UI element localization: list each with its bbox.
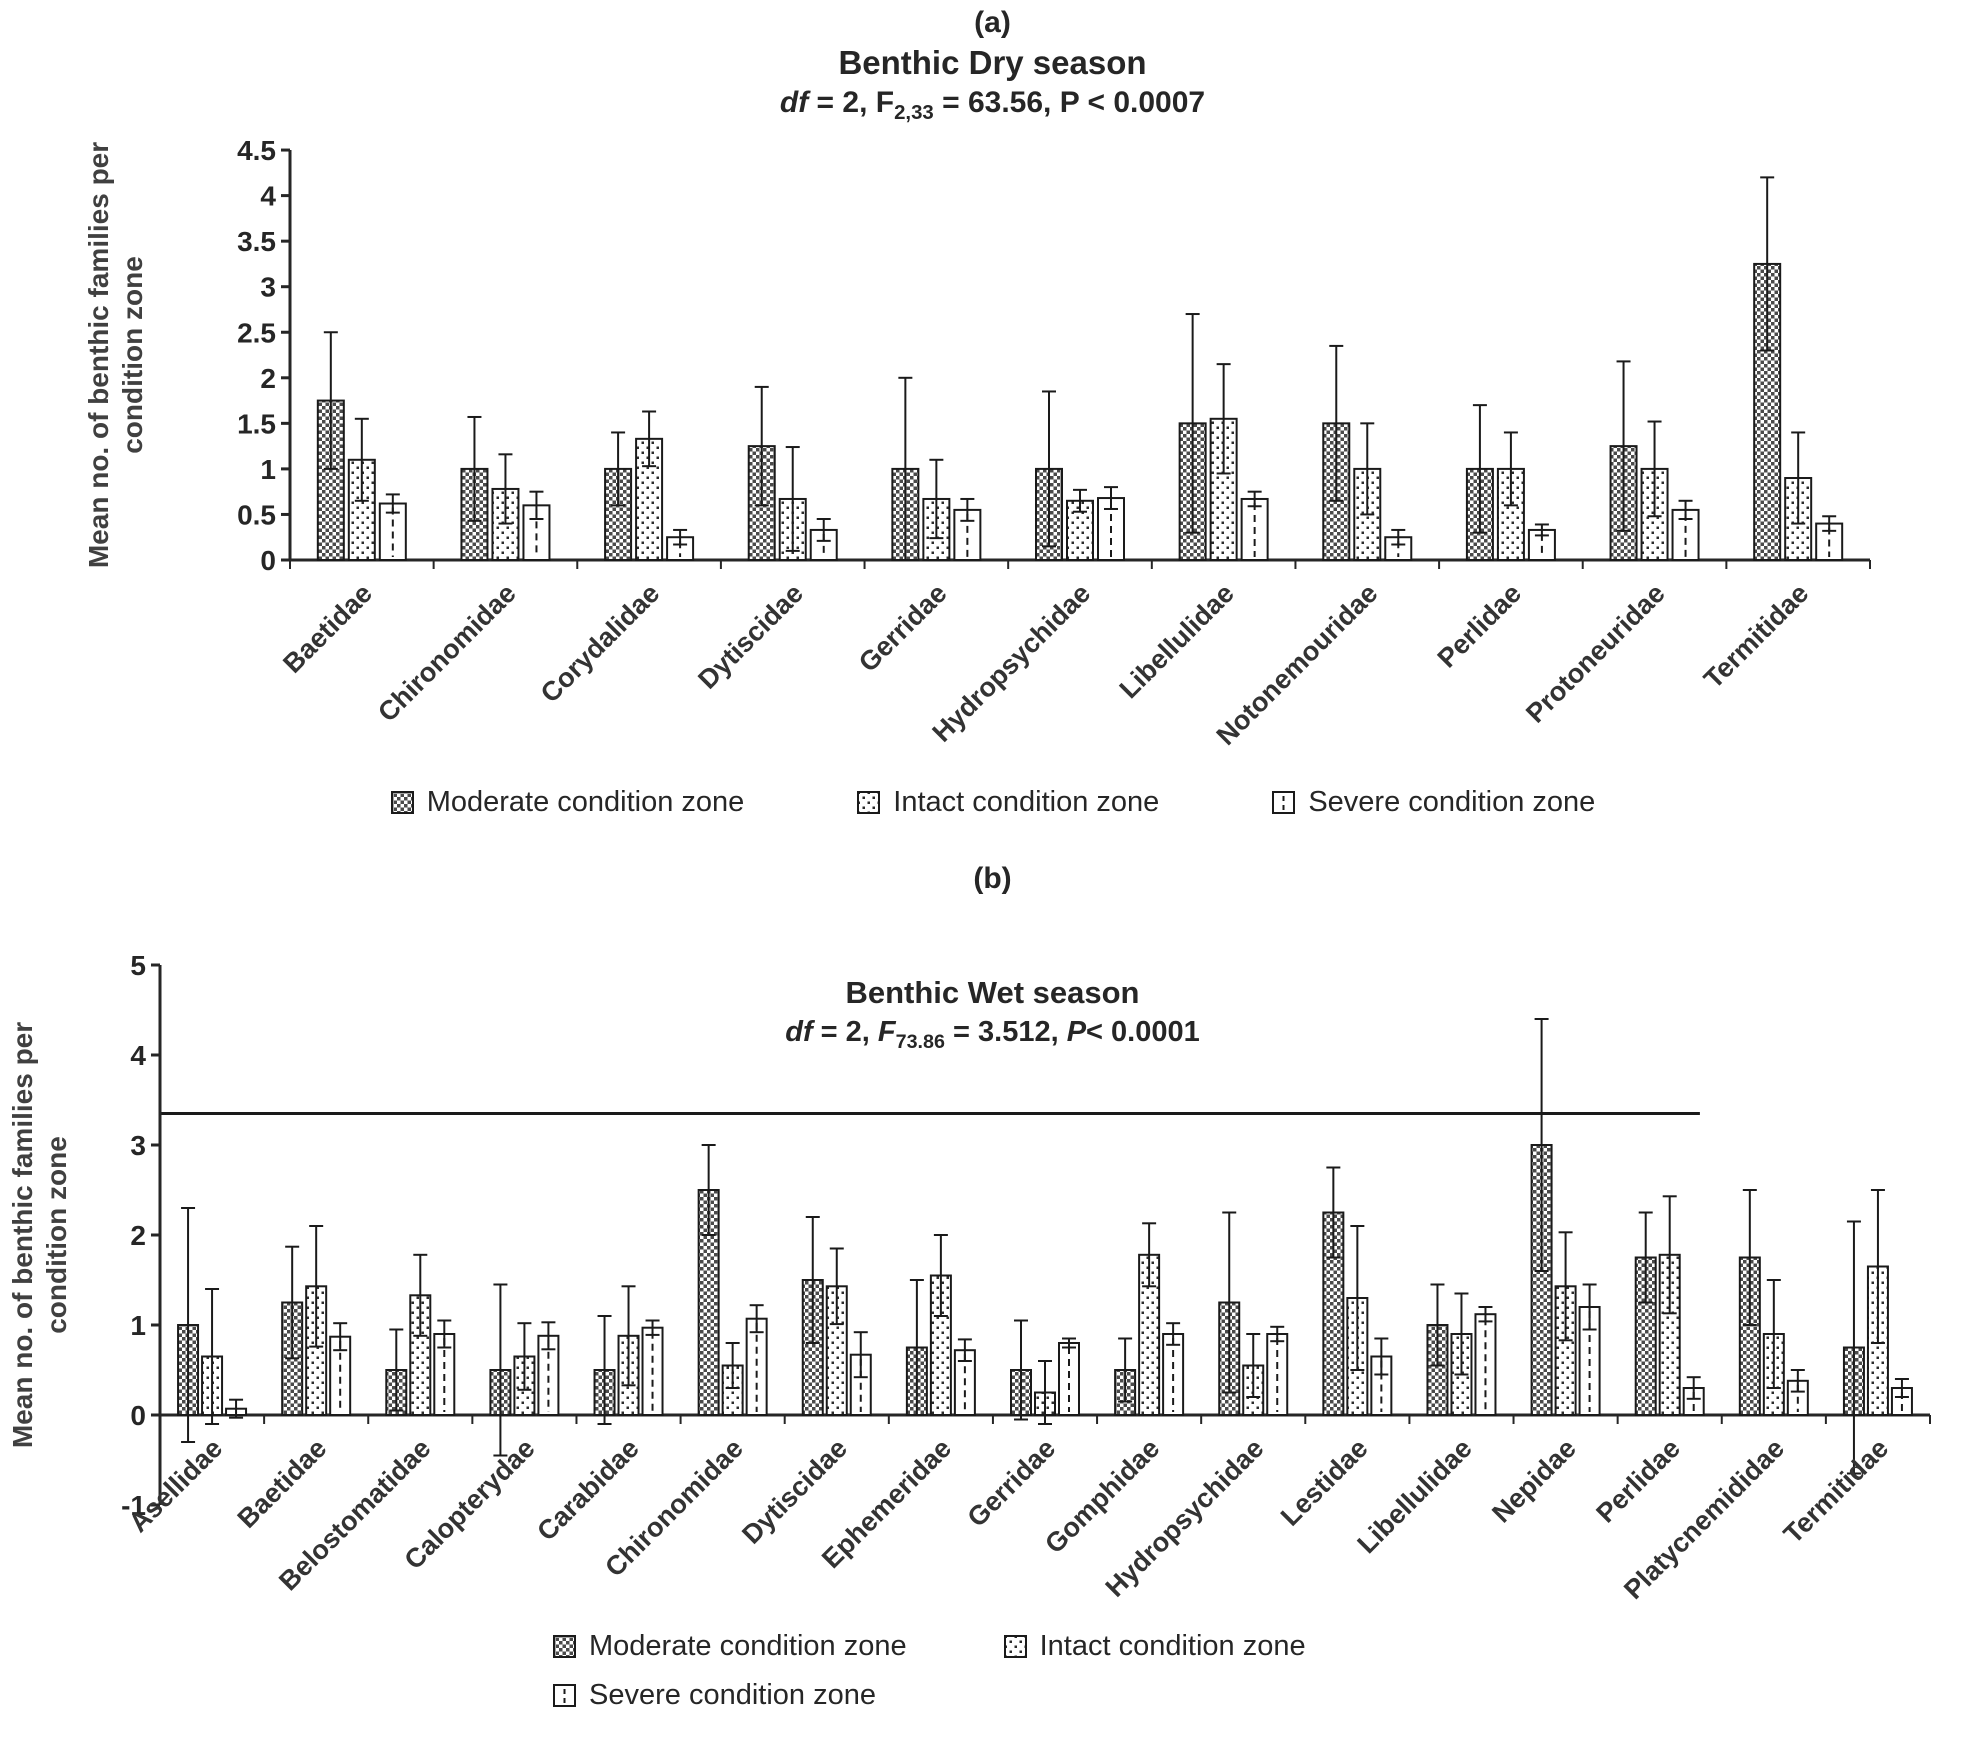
panel-b-stats-F: F <box>877 1016 896 1048</box>
x-category-label: Carabidae <box>531 1433 645 1547</box>
x-category-label: Chironomidae <box>372 578 522 728</box>
legend-a-item-severe: Severe condition zone <box>1271 786 1595 819</box>
legend-b-label-severe: Severe condition zone <box>589 1679 876 1711</box>
x-category-label: Nepidae <box>1486 1433 1581 1528</box>
y-tick-label: 3 <box>130 1130 146 1161</box>
panel-b-stats-part3: < 0.0001 <box>1086 1016 1200 1048</box>
severe-pattern-swatch-icon <box>553 1683 576 1707</box>
panel-b-stats-P: P <box>1066 1016 1087 1048</box>
x-category-label: Dytiscidae <box>692 578 809 695</box>
y-tick-label: 5 <box>130 950 146 981</box>
bar-severe-Libellulidae <box>1474 1313 1497 1416</box>
panel-b-title: Benthic Wet season <box>845 975 1140 1010</box>
x-category-label: Perlidae <box>1590 1433 1686 1529</box>
y-tick-label: 0 <box>260 545 276 576</box>
y-tick-label: 3 <box>260 272 276 303</box>
y-axis-label: Mean no. of benthic families per <box>83 142 114 568</box>
x-category-label: Corydalidae <box>535 578 666 709</box>
x-category-label: Protoneuridae <box>1520 578 1671 729</box>
x-category-label: Gerridae <box>853 578 953 678</box>
x-category-label: Termitidae <box>1778 1433 1894 1549</box>
x-category-label: Termitidae <box>1698 578 1814 694</box>
panel-a-label: (a) <box>974 6 1011 39</box>
panel-b-label: (b) <box>973 862 1012 895</box>
panel-b-stats-f-subscript: 73.86 <box>895 1030 945 1053</box>
x-category-label: Notonemouridae <box>1211 578 1384 751</box>
panel-a-stats: df = 2, F2,33 = 63.56, P < 0.0007 <box>0 86 1985 125</box>
legend-b-item-severe: Severe condition zone <box>552 1679 876 1712</box>
panel-a-stats-f-subscript: 2,33 <box>894 102 934 124</box>
x-category-label: Asellidae <box>123 1433 228 1538</box>
panel-b-stats-part1: = 2, <box>812 1016 878 1048</box>
moderate-pattern-swatch-icon <box>553 1634 576 1658</box>
y-tick-label: 1.5 <box>237 408 276 439</box>
legend-b-label-intact: Intact condition zone <box>1039 1630 1306 1662</box>
panel-b-stats-df: df <box>785 1016 813 1048</box>
y-tick-label: 3.5 <box>237 226 276 257</box>
bar-severe-Dytiscidae <box>809 528 838 562</box>
legend-a-label-moderate: Moderate condition zone <box>426 786 745 818</box>
legend-a-label-severe: Severe condition zone <box>1308 786 1596 818</box>
panel-a-stats-part1: = 2, F <box>808 86 895 119</box>
panel-a-stats-df: df <box>779 86 809 119</box>
legend-b-item-moderate: Moderate condition zone <box>552 1630 907 1663</box>
y-tick-label: 2.5 <box>237 317 276 348</box>
legend-b-row-2: Severe condition zone <box>552 1679 876 1712</box>
x-category-label: Perlidae <box>1432 578 1528 674</box>
legend-a-item-moderate: Moderate condition zone <box>390 786 745 819</box>
x-category-label: Gerridae <box>961 1433 1061 1533</box>
y-axis-label: condition zone <box>41 1136 72 1334</box>
y-tick-label: 2 <box>260 363 276 394</box>
y-tick-label: 4 <box>130 1040 146 1071</box>
y-axis-label: condition zone <box>117 256 148 454</box>
x-category-label: Baetidae <box>277 578 378 679</box>
y-tick-label: 2 <box>130 1220 146 1251</box>
x-category-label: Libellulidae <box>1114 578 1240 704</box>
severe-pattern-swatch-icon <box>1272 790 1296 814</box>
panel-a-title: Benthic Dry season <box>838 44 1147 81</box>
y-tick-label: 0 <box>130 1400 146 1431</box>
y-tick-label: 0.5 <box>237 499 276 530</box>
y-tick-label: 1 <box>260 454 276 485</box>
x-category-label: Lestidae <box>1275 1433 1374 1532</box>
legend-a-label-intact: Intact condition zone <box>893 786 1160 818</box>
panel-b-stats-part2: = 3.512, <box>944 1016 1067 1048</box>
y-tick-label: 4.5 <box>237 135 276 166</box>
moderate-pattern-swatch-icon <box>390 790 414 814</box>
y-tick-label: 4 <box>260 181 276 212</box>
legend-b-label-moderate: Moderate condition zone <box>589 1630 907 1662</box>
legend-a-item-intact: Intact condition zone <box>856 786 1159 819</box>
legend-a: Moderate condition zone Intact condition… <box>0 786 1985 819</box>
y-axis-label: Mean no. of benthic families per <box>7 1022 38 1448</box>
intact-pattern-swatch-icon <box>857 790 881 814</box>
intact-pattern-swatch-icon <box>1003 1634 1027 1658</box>
panel-a-stats-part2: = 63.56, P < 0.0007 <box>933 86 1206 119</box>
legend-b-item-intact: Intact condition zone <box>1003 1630 1306 1663</box>
legend-b-row-1: Moderate condition zone Intact condition… <box>552 1630 1306 1663</box>
y-tick-label: -1 <box>121 1490 146 1521</box>
x-category-label: Hydropsychidae <box>926 578 1096 748</box>
x-category-label: Baetidae <box>232 1433 333 1534</box>
panel-b-stats: df = 2, F73.86 = 3.512, P< 0.0001 <box>0 1016 1985 1054</box>
y-tick-label: 1 <box>130 1310 146 1341</box>
legend-b: Moderate condition zone Intact condition… <box>552 1630 1306 1712</box>
